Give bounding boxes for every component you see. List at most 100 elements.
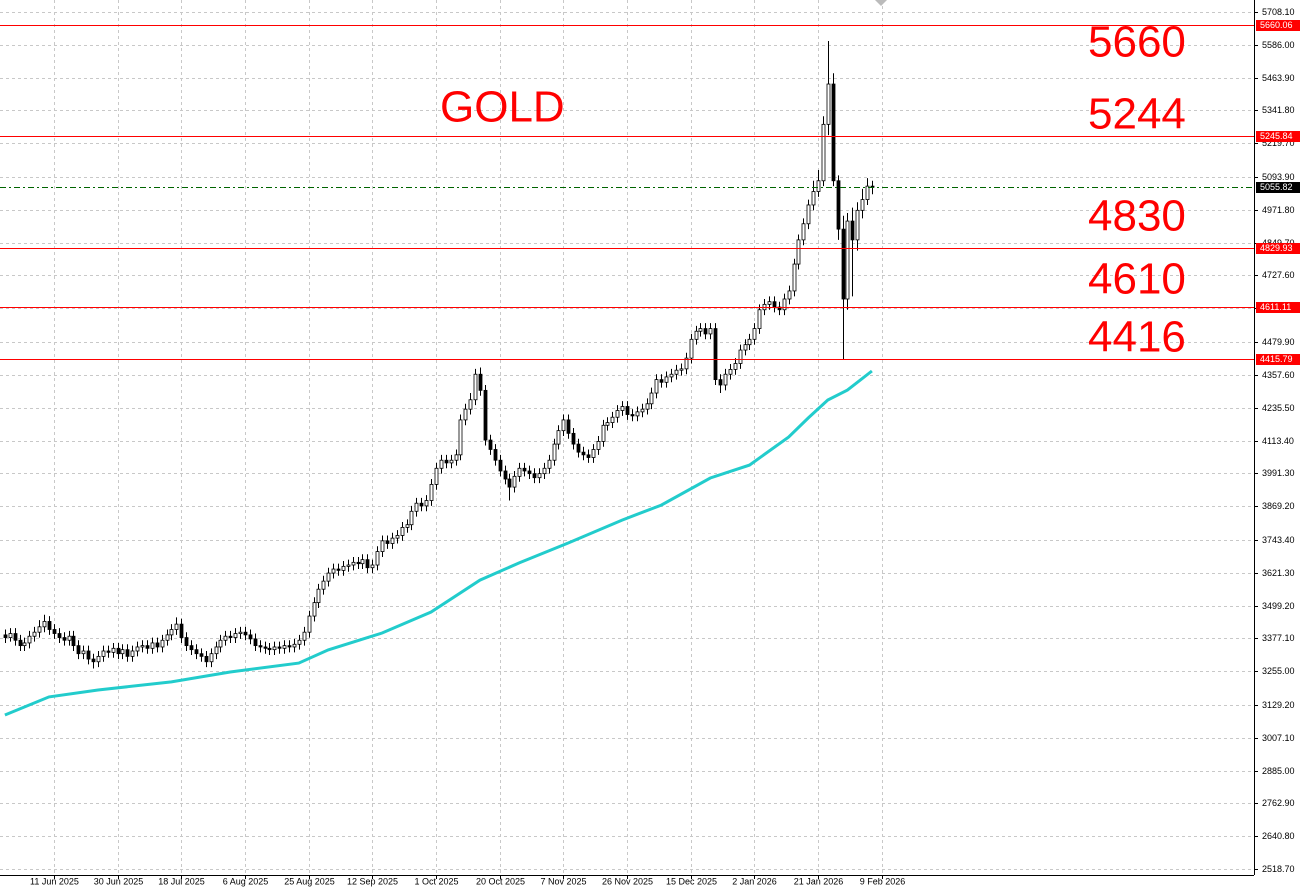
- y-tick-label: 3499.20: [1262, 601, 1295, 611]
- candle-body: [243, 631, 248, 636]
- candle-body: [150, 642, 155, 649]
- candle-body: [174, 623, 179, 630]
- y-tick-label: 3007.10: [1262, 733, 1295, 743]
- candle-body: [865, 185, 870, 200]
- candle-body: [841, 228, 846, 300]
- candle-body: [654, 379, 659, 394]
- candle-body: [32, 631, 37, 637]
- candle-body: [194, 649, 199, 655]
- candle-body: [723, 373, 728, 386]
- x-tick-label: 25 Aug 2025: [284, 876, 335, 886]
- candle-body: [586, 454, 591, 458]
- y-tick-label: 4357.60: [1262, 370, 1295, 380]
- candle-body: [664, 376, 669, 383]
- candle-body: [409, 510, 414, 526]
- candle-body: [512, 475, 517, 488]
- candle-body: [669, 373, 674, 378]
- candle-body: [282, 645, 287, 649]
- candle-body: [184, 637, 189, 647]
- candle-body: [806, 204, 811, 225]
- candle-body: [101, 650, 106, 657]
- candle-body: [155, 642, 160, 648]
- candle-body: [694, 330, 699, 340]
- bid-label: 5055.82: [1260, 182, 1293, 192]
- candle-body: [91, 658, 96, 663]
- candle-body: [493, 449, 498, 461]
- candle-body: [561, 419, 566, 432]
- candle-body: [596, 441, 601, 450]
- axis-labels: 5708.10 5586.00 5463.90 5341.80 5219.70 5093.…: [30, 7, 1300, 886]
- candle-body: [253, 638, 258, 647]
- candle-body: [189, 645, 194, 651]
- bid-label-bg: [1256, 182, 1300, 193]
- candle-body: [307, 615, 312, 633]
- candle-body: [836, 180, 841, 230]
- candle-body: [140, 645, 145, 648]
- candle-body: [752, 328, 757, 340]
- candle-body: [233, 633, 238, 638]
- y-tick-label: 4971.80: [1262, 205, 1295, 215]
- price-label-bg: [1256, 131, 1300, 142]
- candle-body: [576, 443, 581, 453]
- candle-body: [414, 502, 419, 512]
- grid: [0, 0, 1254, 875]
- candle-body: [640, 408, 645, 413]
- candle-body: [630, 414, 635, 417]
- x-tick-label: 9 Feb 2026: [860, 876, 906, 886]
- x-tick-label: 7 Nov 2025: [540, 876, 586, 886]
- candle-body: [3, 634, 8, 638]
- price-label: 5245.84: [1260, 131, 1293, 141]
- candle-body: [855, 209, 860, 241]
- candle-body: [527, 470, 532, 475]
- y-tick-label: 5341.80: [1262, 105, 1295, 115]
- candle-body: [81, 650, 86, 655]
- candle-body: [316, 588, 321, 604]
- y-tick-label: 5586.00: [1262, 40, 1295, 50]
- level-annotation: 5660: [1088, 18, 1186, 67]
- candle-body: [120, 649, 125, 655]
- candle-body: [52, 629, 57, 634]
- moving-average: [4, 369, 873, 717]
- y-tick-label: 5093.90: [1262, 172, 1295, 182]
- candle-body: [860, 199, 865, 211]
- candle-body: [42, 621, 47, 628]
- price-label-bg: [1256, 20, 1300, 31]
- price-label-bg: [1256, 354, 1300, 365]
- candle-body: [365, 559, 370, 569]
- y-tick-label: 4727.60: [1262, 270, 1295, 280]
- y-tick-label: 3129.20: [1262, 700, 1295, 710]
- candle-body: [135, 646, 140, 652]
- chart-title: GOLD: [440, 83, 565, 132]
- price-label-bg: [1256, 243, 1300, 254]
- candle-body: [395, 535, 400, 539]
- y-tick-label: 5708.10: [1262, 7, 1295, 17]
- y-tick-label: 3869.20: [1262, 501, 1295, 511]
- price-label: 4415.79: [1260, 354, 1293, 364]
- shift-marker: [875, 0, 887, 6]
- candle-body: [336, 568, 341, 571]
- candle-body: [86, 650, 91, 660]
- candle-body: [787, 290, 792, 300]
- candle-body: [547, 459, 552, 469]
- x-tick-label: 15 Dec 2025: [666, 876, 717, 886]
- candle-body: [503, 470, 508, 480]
- candle-body: [821, 123, 826, 182]
- candle-body: [649, 392, 654, 405]
- candle-body: [468, 399, 473, 410]
- candle-body: [8, 633, 13, 638]
- y-tick-label: 4235.50: [1262, 403, 1295, 413]
- candle-body: [689, 338, 694, 359]
- candle-body: [312, 602, 317, 617]
- y-tick-label: 4479.90: [1262, 337, 1295, 347]
- candle-body: [27, 635, 32, 644]
- candle-body: [71, 635, 76, 647]
- candle-body: [498, 459, 503, 472]
- candle-body: [605, 422, 610, 426]
- candle-body: [18, 639, 23, 647]
- candle-body: [811, 191, 816, 206]
- candle-body: [552, 443, 557, 461]
- candle-body: [571, 432, 576, 445]
- candle-body: [223, 635, 228, 641]
- y-tick-label: 3255.00: [1262, 666, 1295, 676]
